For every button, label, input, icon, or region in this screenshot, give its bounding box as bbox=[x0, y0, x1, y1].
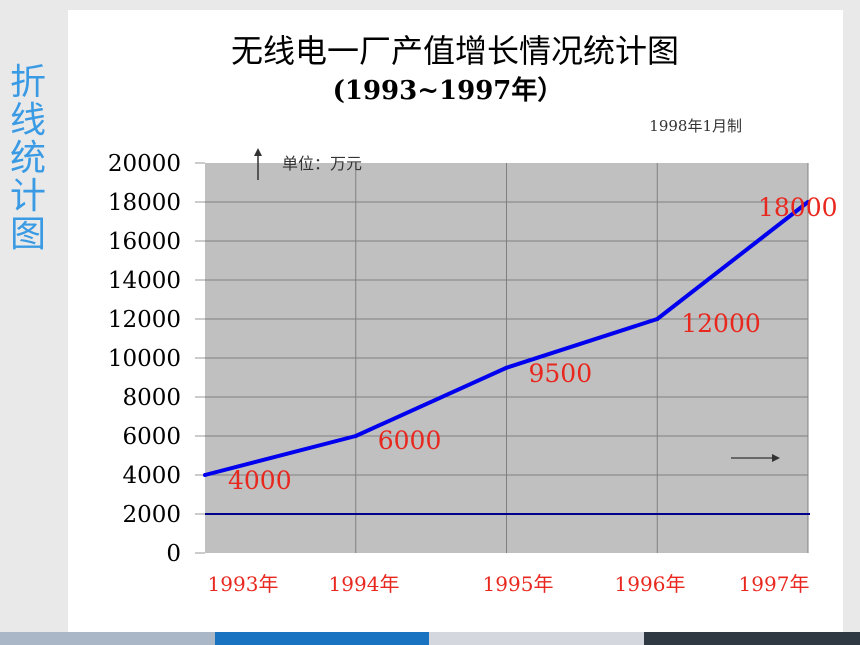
bottom-bar-segment bbox=[429, 632, 644, 645]
data-label: 4000 bbox=[228, 466, 292, 495]
data-label: 6000 bbox=[378, 426, 442, 455]
data-point bbox=[353, 434, 358, 438]
chart-subtitle: (1993~1997年） bbox=[333, 75, 564, 106]
side-title-char: 折 bbox=[9, 62, 46, 103]
y-axis: 0 2000 4000 6000 8000 10000 12000 14000 16000 180… bbox=[108, 151, 205, 567]
y-tick-label: 14000 bbox=[108, 268, 181, 294]
y-tick-label: 10000 bbox=[108, 346, 181, 372]
side-title-char: 线 bbox=[9, 100, 46, 141]
y-tick-label: 4000 bbox=[122, 463, 181, 489]
data-series: 4000 6000 9500 12000 18000 bbox=[203, 193, 838, 495]
bottom-bar-segment bbox=[215, 632, 429, 645]
data-point bbox=[504, 365, 509, 370]
y-tick-label: 12000 bbox=[108, 307, 181, 333]
x-tick-label: 1995年 bbox=[483, 572, 554, 596]
data-point bbox=[203, 473, 207, 477]
side-title: 折 线 统 计 图 bbox=[8, 64, 48, 254]
x-tick-label: 1994年 bbox=[329, 572, 400, 596]
data-label: 9500 bbox=[529, 359, 593, 388]
bottom-bar-segment bbox=[644, 632, 860, 645]
side-title-char: 计 bbox=[9, 176, 46, 217]
x-tick-label: 1993年 bbox=[208, 572, 279, 596]
data-point bbox=[806, 200, 810, 204]
data-point bbox=[655, 317, 660, 321]
data-label: 12000 bbox=[681, 309, 761, 338]
y-tick-label: 8000 bbox=[122, 385, 181, 411]
y-tick-label: 18000 bbox=[108, 190, 181, 216]
y-tick-label: 0 bbox=[166, 541, 181, 567]
bottom-bar-segment bbox=[0, 632, 215, 645]
unit-arrow-head bbox=[254, 148, 262, 156]
y-tick-label: 2000 bbox=[122, 502, 181, 528]
side-title-char: 统 bbox=[9, 138, 46, 179]
date-note: 1998年1月制 bbox=[649, 117, 742, 135]
y-tick-label: 20000 bbox=[108, 151, 181, 177]
x-tick-label: 1996年 bbox=[615, 572, 686, 596]
side-title-char: 图 bbox=[9, 214, 46, 255]
x-axis: 1993年 1994年 1995年 1996年 1997年 bbox=[208, 572, 810, 596]
x-tick-label: 1997年 bbox=[739, 572, 810, 596]
y-tick-label: 16000 bbox=[108, 229, 181, 255]
chart-title: 无线电一厂产值增长情况统计图 bbox=[231, 32, 679, 70]
unit-label: 单位：万元 bbox=[282, 154, 362, 173]
decor-arrow-head bbox=[772, 454, 780, 462]
data-label: 18000 bbox=[758, 193, 838, 222]
y-tick-label: 6000 bbox=[122, 424, 181, 450]
